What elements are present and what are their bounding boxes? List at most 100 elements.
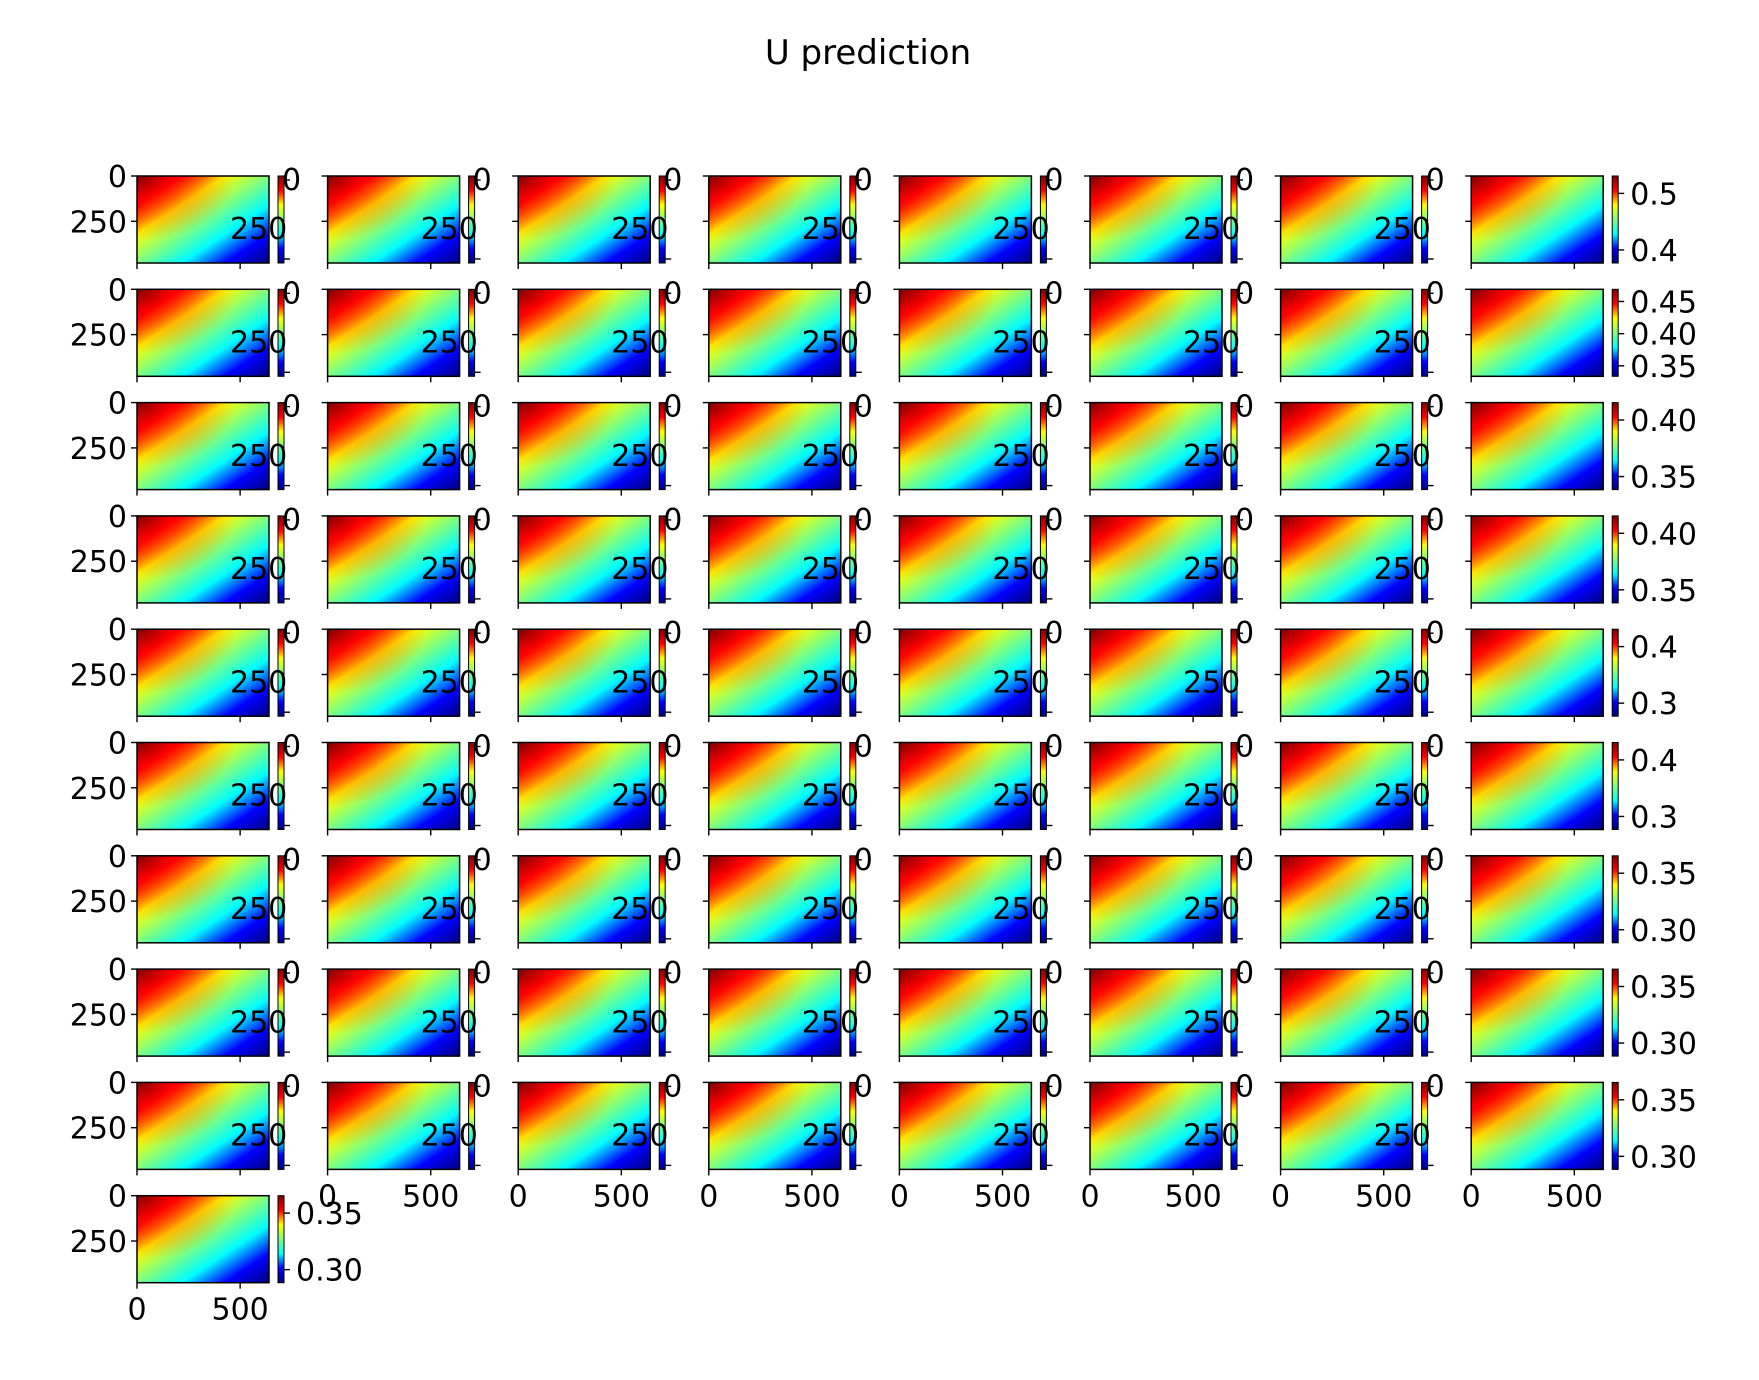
colorbar-tick-label: 0 (663, 956, 682, 991)
colorbar (278, 742, 284, 830)
heatmap-hot-region (1471, 515, 1604, 603)
colorbar (849, 515, 856, 603)
heatmap-hot-region (1090, 176, 1222, 263)
heatmap-frame (898, 175, 1033, 264)
x-tick-label: 0 (318, 1179, 337, 1214)
heatmap-frame (898, 968, 1033, 1057)
y-tick-label: 250 (70, 1112, 127, 1147)
colorbar (278, 1082, 284, 1170)
colorbar-tick-label: 0 (854, 276, 873, 311)
colorbar-tick-label: 250 (1183, 779, 1240, 814)
colorbar-frame (1611, 628, 1619, 717)
colorbar (849, 289, 856, 377)
colorbar-tick-label: 250 (421, 1119, 478, 1154)
heatmap-hot-region (137, 855, 269, 943)
colorbar-tick-label: 0 (854, 1069, 873, 1104)
colorbar (468, 515, 475, 603)
colorbar-tick-label: 250 (1183, 439, 1240, 474)
colorbar-frame (1421, 515, 1429, 604)
colorbar-tick-label: 0 (1044, 616, 1063, 651)
colorbar (659, 855, 666, 943)
heatmap-frame (517, 1081, 651, 1171)
heatmap-panel: 0 250 250 0 (70, 953, 301, 1063)
colorbar-tick-label: 250 (421, 665, 478, 700)
colorbar-tick-label: 250 (1183, 552, 1240, 587)
colorbar-tick-label: 0 (282, 390, 301, 425)
colorbar (1231, 629, 1237, 717)
colorbar-tick-label: 0 (1426, 616, 1445, 651)
y-tick-label: 250 (70, 772, 127, 807)
heatmap-frame (517, 175, 651, 264)
colorbar (468, 176, 475, 263)
colorbar-tick-label: 250 (230, 326, 287, 361)
heatmap-frame (326, 855, 461, 944)
colorbar (468, 629, 475, 717)
colorbar-tick-label: 0 (663, 1069, 682, 1104)
colorbar-frame (1611, 288, 1619, 377)
colorbar-tick-label: 0 (1235, 276, 1254, 311)
colorbar-tick-label: 0 (663, 616, 682, 651)
heatmap-hot-region (518, 176, 651, 263)
x-tick-label: 500 (593, 1179, 650, 1214)
colorbar-tick-label: 250 (230, 552, 287, 587)
heatmap-frame (708, 855, 842, 944)
heatmap-panel: 0 250 250 0 (70, 160, 301, 269)
heatmap-hot-region (327, 515, 460, 603)
y-tick-label: 250 (70, 545, 127, 580)
colorbar-frame (1421, 968, 1429, 1057)
colorbar (1231, 855, 1237, 943)
colorbar-tick-label: 250 (992, 1119, 1049, 1154)
colorbar-frame (849, 855, 857, 944)
heatmap-hot-region (1471, 289, 1604, 377)
colorbar-tick-label: 250 (1374, 326, 1431, 361)
heatmap-hot-region (1471, 629, 1604, 717)
colorbar-frame (849, 628, 857, 717)
y-tick-label: 250 (70, 885, 127, 920)
colorbar (1040, 402, 1047, 490)
colorbar-frame (277, 402, 285, 491)
colorbar (1612, 1082, 1619, 1170)
colorbar-tick-label: 250 (1374, 439, 1431, 474)
y-tick-label: 0 (108, 840, 127, 875)
heatmap-hot-region (518, 402, 651, 490)
colorbar-tick-label: 250 (230, 439, 287, 474)
colorbar-frame (468, 968, 476, 1057)
colorbar-frame (468, 515, 476, 604)
heatmap-frame (898, 855, 1033, 944)
colorbar (278, 629, 284, 717)
colorbar-tick-label: 0 (473, 616, 492, 651)
colorbar (1421, 402, 1428, 490)
heatmap-hot-region (1280, 402, 1413, 490)
colorbar-frame (1039, 515, 1047, 604)
colorbar-tick-label: 0.4 (1630, 631, 1678, 666)
colorbar (1040, 855, 1047, 943)
heatmap-frame (326, 968, 461, 1057)
colorbar-tick-label: 250 (1374, 892, 1431, 927)
heatmap-panel: 0 250 250 0 (70, 273, 301, 383)
colorbar-tick-label: 0 (1235, 390, 1254, 425)
colorbar-tick-label: 250 (992, 892, 1049, 927)
colorbar-tick-label: 0.30 (1630, 914, 1697, 949)
colorbar-frame (1230, 742, 1238, 830)
heatmap-panel: 0 500 250 0 (1080, 1069, 1254, 1214)
heatmap-panel: 0 500 250 0 (1271, 1069, 1445, 1214)
heatmap-hot-region (137, 515, 269, 603)
colorbar-tick-label: 0 (282, 503, 301, 538)
colorbar-tick-label: 0 (473, 956, 492, 991)
y-tick-label: 250 (70, 998, 127, 1033)
colorbar-tick-label: 0 (854, 616, 873, 651)
colorbar-tick-label: 0 (1426, 390, 1445, 425)
colorbar (659, 515, 666, 603)
